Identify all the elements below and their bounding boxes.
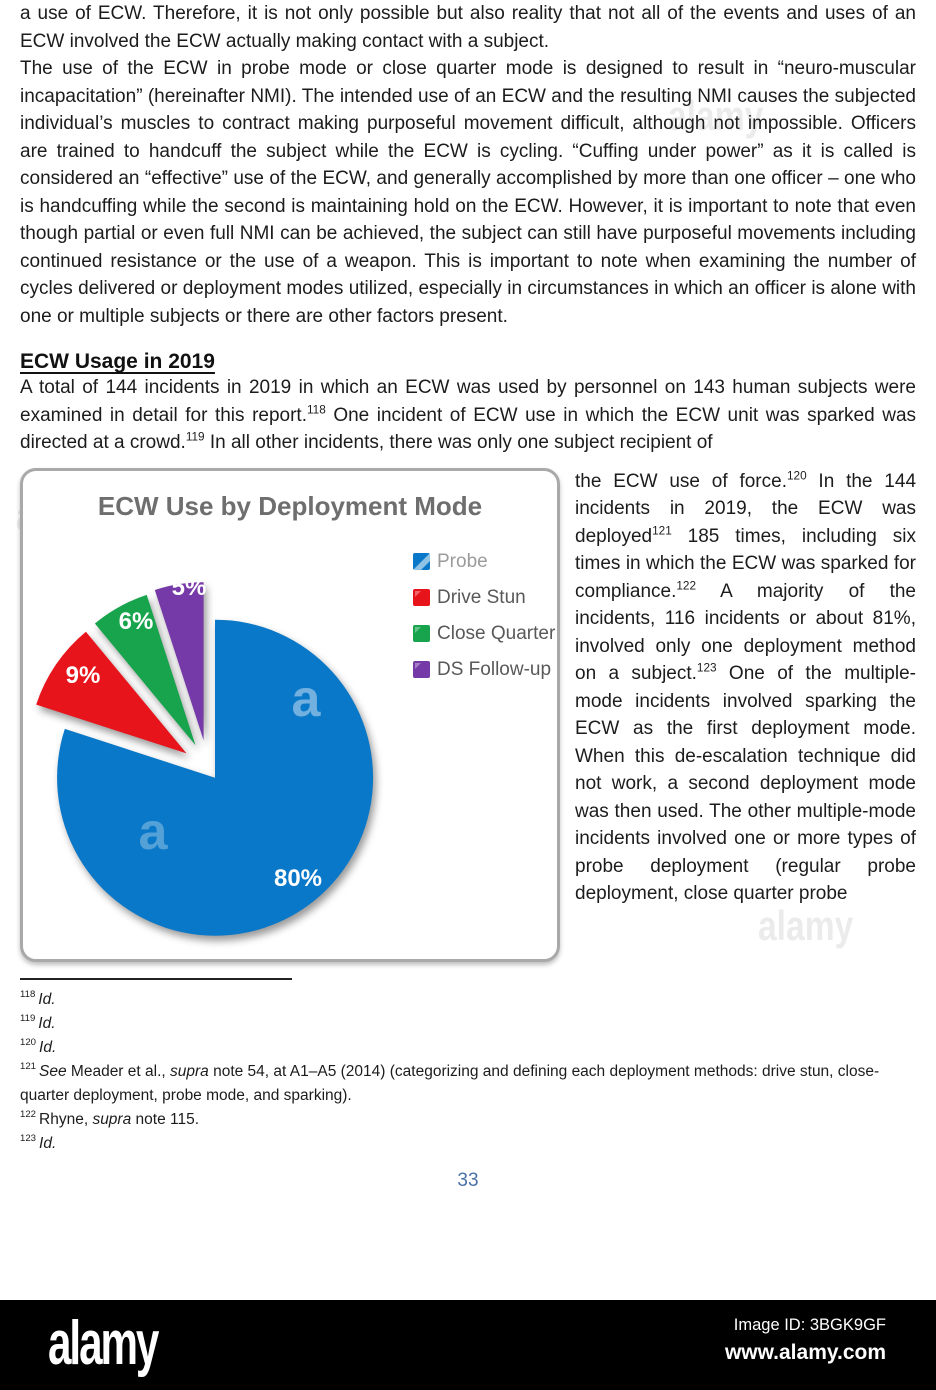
alamy-watermark-glyph: a [292,670,322,728]
footnote-122: 122 Rhyne, supra note 115. [20,1108,916,1132]
body-run: In the 144 incidents in 2019, the ECW wa… [575,470,916,547]
body-run: One incident of ECW use in which the ECW… [20,404,917,454]
legend-item-drive-stun: Drive Stun [413,587,555,609]
footnote-number: 121 [20,1061,37,1073]
footnote-number: 119 [20,1013,36,1025]
footnote-text: supra [170,1062,209,1080]
slice-label-ds-follow-up: 5% [172,574,207,601]
pie-chart-figure: ECW Use by Deployment Mode 80% 9% 6% 5% [20,467,560,962]
footnote-text: See [39,1062,67,1080]
legend-label-probe: Probe [437,550,488,572]
image-id-text: Image ID: 3BGK9GF [733,1316,886,1334]
legend-swatch-probe-icon [413,553,430,570]
footnote-number: 120 [20,1037,37,1049]
pie-slice-close-quarter [94,594,196,745]
footnote-text: Id. [39,1038,57,1056]
paragraph-nmi: The use of the ECW in probe mode or clos… [20,55,916,330]
alamy-watermark-glyph: a [139,803,169,861]
wrapped-text-column: the ECW use of force.120 In the 144 inci… [575,468,916,962]
footnote-120: 120 Id. [20,1036,916,1060]
pie-slice-probe [57,619,374,936]
legend-item-probe: Probe [413,551,555,573]
body-run: A total of 144 incidents in 2019 in whic… [20,377,916,426]
legend-swatch-close-quarter-icon [413,625,430,642]
footnote-ref-120: 120 [786,469,807,483]
paragraph-usage-intro: A total of 144 incidents in 2019 in whic… [20,374,916,457]
body-run: One of the multiple-mode incidents invol… [575,663,916,904]
footnote-number: 123 [20,1133,37,1145]
footnote-123: 123 Id. [20,1132,916,1156]
legend-label-close-quarter: Close Quarter [437,622,556,644]
legend-item-ds-follow-up: DS Follow-up [413,659,555,681]
section-heading-ecw-usage: ECW Usage in 2019 [20,350,215,373]
alamy-url-text: www.alamy.com [724,1341,886,1364]
chart-legend: Probe Drive Stun Close Quarter DS Follow… [413,551,555,681]
legend-swatch-ds-follow-up-icon [413,661,430,678]
footnote-text: Meader et al., [66,1062,170,1080]
footnote-ref-123: 123 [696,661,717,675]
footnote-ref-122: 122 [676,579,697,593]
footnote-number: 118 [20,989,36,1001]
footnote-text: Rhyne, [39,1110,93,1128]
alamy-logo: alamy [48,1309,159,1378]
paragraph-intro: a use of ECW. Therefore, it is not only … [20,0,916,55]
pie-slice-ds-follow-up [154,581,204,740]
body-run: the ECW use of force. [575,470,787,492]
footnote-text: Id. [39,1134,57,1152]
footnote-text: Id. [38,990,56,1008]
footnote-ref-118: 118 [307,403,326,417]
slice-label-close-quarter: 6% [119,608,154,635]
footnote-number: 122 [20,1109,37,1121]
footnote-text: Id. [38,1014,56,1032]
body-run: A majority of the incidents, 116 inciden… [575,580,916,685]
footnote-118: 118 Id. [20,988,916,1012]
footnote-119: 119 Id. [20,1012,916,1036]
footnote-text: note 54, at A1–A5 (2014) (categorizing a… [20,1062,880,1104]
paragraph-intro-text: a use of ECW. Therefore, it is not only … [20,3,916,52]
footnote-ref-119: 119 [185,430,205,444]
alamy-watermark-bar: alamy Image ID: 3BGK9GF www.alamy.com [0,1300,936,1390]
figure-and-text-row: ECW Use by Deployment Mode 80% 9% 6% 5% [20,467,916,962]
footnotes: 118 Id. 119 Id. 120 Id. 121 See Meader et al… [20,988,916,1156]
footnote-text: supra [92,1110,132,1128]
page-content: a use of ECW. Therefore, it is not only … [20,0,916,1192]
footnote-separator [20,977,292,980]
chart-title: ECW Use by Deployment Mode [97,490,483,521]
pie-slice-drive-stun [36,631,187,753]
legend-swatch-drive-stun-icon [413,589,430,606]
footnote-ref-121: 121 [652,524,672,538]
slice-label-probe: 80% [274,865,322,892]
slice-label-drive-stun: 9% [66,662,101,689]
legend-label-ds-follow-up: DS Follow-up [437,658,552,680]
body-run: In all other incidents, there was only o… [204,432,713,453]
pie-chart: 80% 9% 6% 5% a a [36,574,374,936]
legend-label-drive-stun: Drive Stun [437,586,526,608]
footer-right-info: Image ID: 3BGK9GF www.alamy.com [725,1316,886,1365]
footnote-121: 121 See Meader et al., supra note 54, at … [20,1060,916,1108]
legend-item-close-quarter: Close Quarter [413,623,555,645]
footnote-text: note 115. [131,1110,200,1128]
paragraph-nmi-text: The use of the ECW in probe mode or clos… [20,58,916,327]
body-run: 185 times, including six times in which … [575,525,916,602]
page-number: 33 [457,1169,479,1191]
